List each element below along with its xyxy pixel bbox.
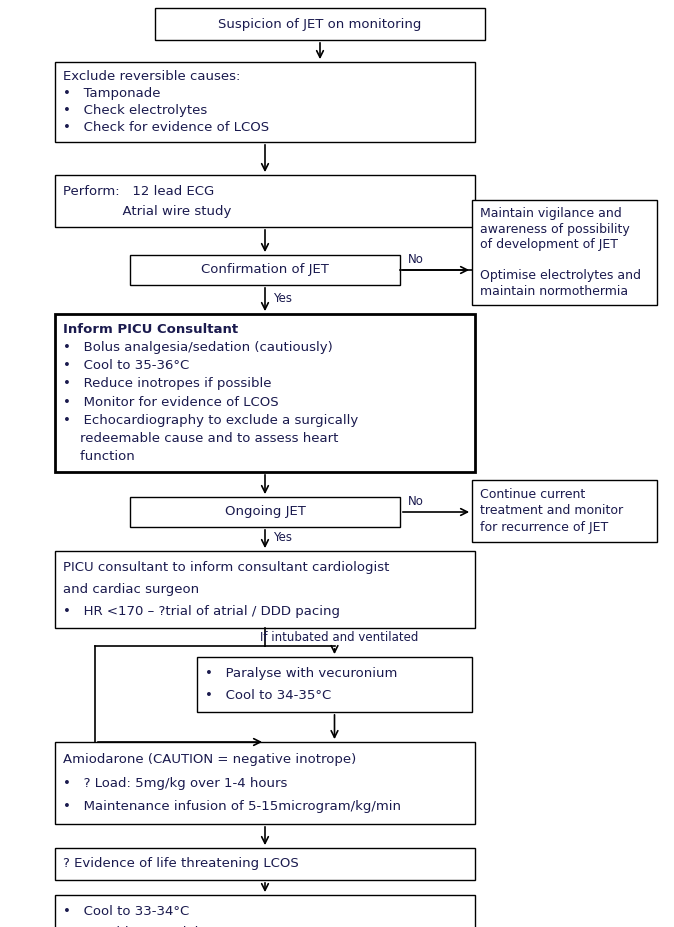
Text: for recurrence of JET: for recurrence of JET xyxy=(480,521,608,534)
Text: No: No xyxy=(408,253,424,266)
Text: If intubated and ventilated: If intubated and ventilated xyxy=(260,631,419,644)
Text: Optimise electrolytes and: Optimise electrolytes and xyxy=(480,269,641,282)
Bar xyxy=(55,742,475,824)
Text: •   Check for evidence of LCOS: • Check for evidence of LCOS xyxy=(63,121,269,134)
Text: •   Check electrolytes: • Check electrolytes xyxy=(63,104,207,117)
Text: Suspicion of JET on monitoring: Suspicion of JET on monitoring xyxy=(218,18,422,31)
Text: of development of JET: of development of JET xyxy=(480,238,618,251)
Bar xyxy=(55,848,475,880)
Text: •   Maintenance infusion of 5-15microgram/kg/min: • Maintenance infusion of 5-15microgram/… xyxy=(63,800,401,813)
Bar xyxy=(55,175,475,227)
Bar xyxy=(55,62,475,142)
Text: treatment and monitor: treatment and monitor xyxy=(480,504,623,517)
Text: •   Cool to 33-34°C: • Cool to 33-34°C xyxy=(63,905,189,918)
Text: function: function xyxy=(63,451,135,464)
Bar xyxy=(55,314,475,472)
Text: No: No xyxy=(408,495,424,508)
Bar xyxy=(472,480,657,542)
Text: •   Reduce inotropes if possible: • Reduce inotropes if possible xyxy=(63,377,272,390)
Bar xyxy=(55,895,475,927)
Text: and cardiac surgeon: and cardiac surgeon xyxy=(63,583,199,596)
Bar xyxy=(197,657,472,712)
Text: Yes: Yes xyxy=(273,292,292,305)
Text: •   Bolus analgesia/sedation (cautiously): • Bolus analgesia/sedation (cautiously) xyxy=(63,341,333,354)
Text: Perform:   12 lead ECG: Perform: 12 lead ECG xyxy=(63,184,214,197)
Text: •   ? Load: 5mg/kg over 1-4 hours: • ? Load: 5mg/kg over 1-4 hours xyxy=(63,777,287,790)
Text: •   Echocardiography to exclude a surgically: • Echocardiography to exclude a surgical… xyxy=(63,413,359,426)
Text: redeemable cause and to assess heart: redeemable cause and to assess heart xyxy=(63,432,338,445)
Text: •   Tamponade: • Tamponade xyxy=(63,87,160,100)
Text: Confirmation of JET: Confirmation of JET xyxy=(201,263,329,276)
Bar xyxy=(55,551,475,628)
Text: Continue current: Continue current xyxy=(480,488,585,501)
Text: •   HR <170 – ?trial of atrial / DDD pacing: • HR <170 – ?trial of atrial / DDD pacin… xyxy=(63,604,340,617)
Text: PICU consultant to inform consultant cardiologist: PICU consultant to inform consultant car… xyxy=(63,562,390,575)
Text: •   Cool to 35-36°C: • Cool to 35-36°C xyxy=(63,359,189,372)
Text: ? Evidence of life threatening LCOS: ? Evidence of life threatening LCOS xyxy=(63,857,299,870)
Bar xyxy=(155,8,485,40)
Text: Amiodarone (CAUTION = negative inotrope): Amiodarone (CAUTION = negative inotrope) xyxy=(63,753,357,767)
Bar xyxy=(130,255,400,285)
Text: awareness of possibility: awareness of possibility xyxy=(480,222,630,235)
Text: Maintain vigilance and: Maintain vigilance and xyxy=(480,208,621,221)
Text: •   Cool to 34-35°C: • Cool to 34-35°C xyxy=(205,689,331,702)
Text: Atrial wire study: Atrial wire study xyxy=(63,205,231,218)
Text: •   Monitor for evidence of LCOS: • Monitor for evidence of LCOS xyxy=(63,396,278,409)
Text: Ongoing JET: Ongoing JET xyxy=(224,505,305,518)
Bar xyxy=(130,497,400,527)
Text: Inform PICU Consultant: Inform PICU Consultant xyxy=(63,323,238,336)
Bar xyxy=(472,200,657,305)
Text: Exclude reversible causes:: Exclude reversible causes: xyxy=(63,70,241,83)
Text: Yes: Yes xyxy=(273,531,292,544)
Text: maintain normothermia: maintain normothermia xyxy=(480,285,628,298)
Text: •   Paralyse with vecuronium: • Paralyse with vecuronium xyxy=(205,667,398,680)
